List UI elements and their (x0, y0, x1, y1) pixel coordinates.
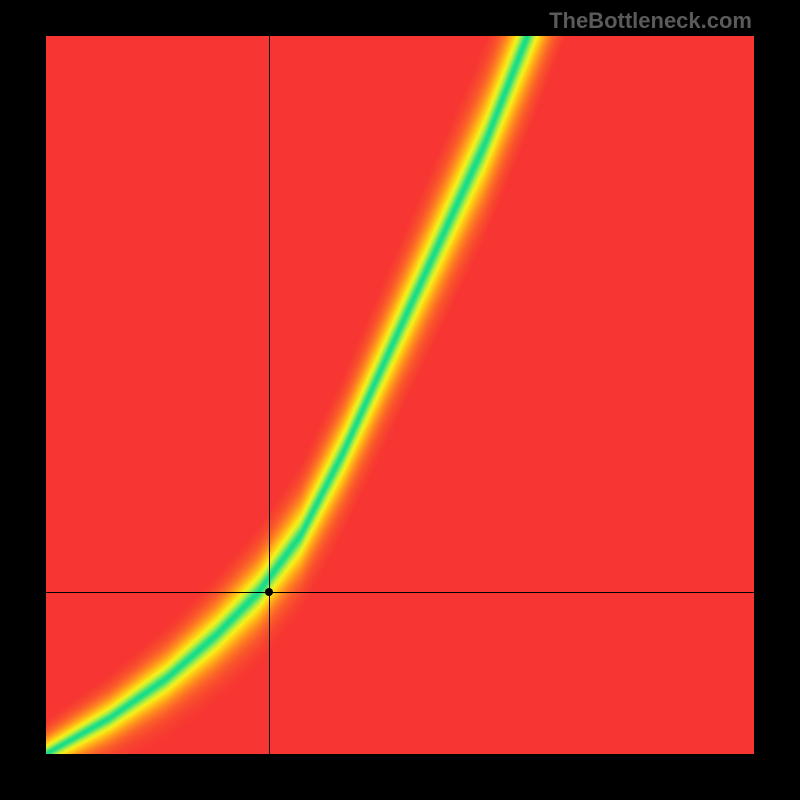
bottleneck-heatmap (46, 36, 754, 754)
watermark-text: TheBottleneck.com (549, 8, 752, 34)
crosshair-vertical-line (269, 36, 270, 754)
crosshair-marker (265, 588, 273, 596)
crosshair-horizontal-line (46, 592, 754, 593)
